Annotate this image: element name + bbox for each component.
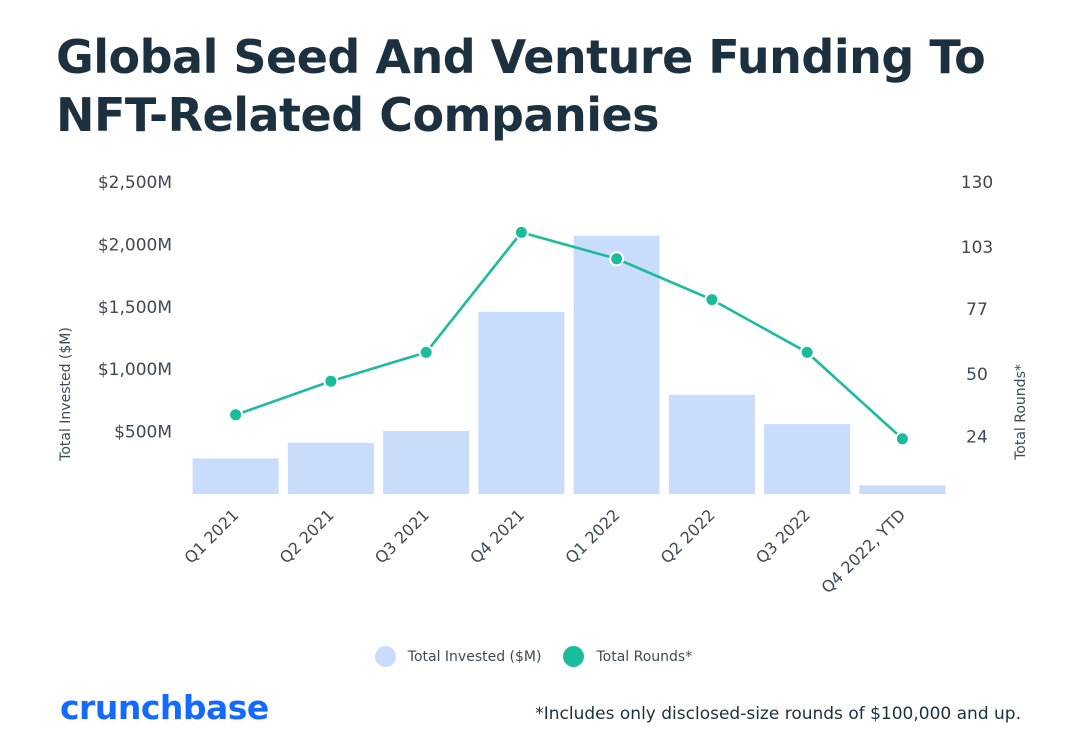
bar[interactable] xyxy=(287,442,374,494)
y-tick-left: $2,000M xyxy=(98,235,172,255)
rounds-point[interactable] xyxy=(799,344,815,360)
legend-label-rounds: Total Rounds* xyxy=(596,648,693,665)
x-tick-label: Q3 2021 xyxy=(371,505,433,567)
bar[interactable] xyxy=(573,235,660,494)
rounds-point[interactable] xyxy=(228,407,244,423)
legend-label-invested: Total Invested ($M) xyxy=(407,648,542,665)
bars-series xyxy=(192,235,946,494)
y-tick-right: 24 xyxy=(966,427,988,447)
chart-title: Global Seed And Venture Funding To NFT-R… xyxy=(56,30,986,142)
y-tick-left: $500M xyxy=(114,423,172,443)
bar[interactable] xyxy=(668,394,755,494)
rounds-point[interactable] xyxy=(513,224,529,240)
rounds-point[interactable] xyxy=(418,344,434,360)
x-tick-label: Q4 2021 xyxy=(466,505,528,567)
y-tick-left: $2,500M xyxy=(98,173,172,193)
x-axis: Q1 2021 Q2 2021 Q3 2021 Q4 2021 Q1 2022 Q2 20… xyxy=(181,505,910,597)
bar[interactable] xyxy=(192,458,279,494)
x-tick-label: Q1 2022 xyxy=(562,505,624,567)
rounds-point[interactable] xyxy=(323,373,339,389)
y-tick-right: 130 xyxy=(961,173,993,193)
bar[interactable] xyxy=(478,311,565,494)
x-tick-label: Q1 2021 xyxy=(181,505,243,567)
bar[interactable] xyxy=(859,485,946,494)
rounds-series xyxy=(228,224,910,447)
legend-swatch-rounds xyxy=(563,646,585,667)
x-tick-label: Q2 2022 xyxy=(657,505,719,567)
y-tick-right: 103 xyxy=(961,238,993,258)
x-tick-label: Q2 2021 xyxy=(276,505,338,567)
rounds-point[interactable] xyxy=(894,431,910,447)
y-axis-label-right: Total Rounds* xyxy=(1013,364,1029,461)
crunchbase-logo[interactable]: crunchbase xyxy=(60,688,269,727)
y-tick-right: 50 xyxy=(966,365,988,385)
legend-item-invested[interactable]: Total Invested ($M) xyxy=(374,646,542,667)
bar[interactable] xyxy=(383,430,470,494)
x-tick-label: Q4 2022, YTD xyxy=(818,505,910,597)
y-tick-left: $1,000M xyxy=(98,360,172,380)
y-tick-right: 77 xyxy=(966,300,988,320)
legend: Total Invested ($M) Total Rounds* xyxy=(0,646,1067,667)
bar[interactable] xyxy=(764,424,851,494)
rounds-point[interactable] xyxy=(704,292,720,308)
y-axis-left: $500M $1,000M $1,500M $2,000M $2,500M xyxy=(98,173,172,443)
rounds-line xyxy=(235,231,904,440)
rounds-point[interactable] xyxy=(609,251,625,267)
y-axis-label-left: Total Invested ($M) xyxy=(58,327,74,462)
chart: $500M $1,000M $1,500M $2,000M $2,500M 24 50 77… xyxy=(58,173,1029,597)
y-tick-left: $1,500M xyxy=(98,298,172,318)
legend-item-rounds[interactable]: Total Rounds* xyxy=(563,646,692,667)
legend-swatch-invested xyxy=(374,646,396,667)
x-tick-label: Q3 2022 xyxy=(752,505,814,567)
y-axis-right: 24 50 77 103 130 xyxy=(961,173,993,447)
footnote: *Includes only disclosed-size rounds of … xyxy=(535,704,1021,724)
